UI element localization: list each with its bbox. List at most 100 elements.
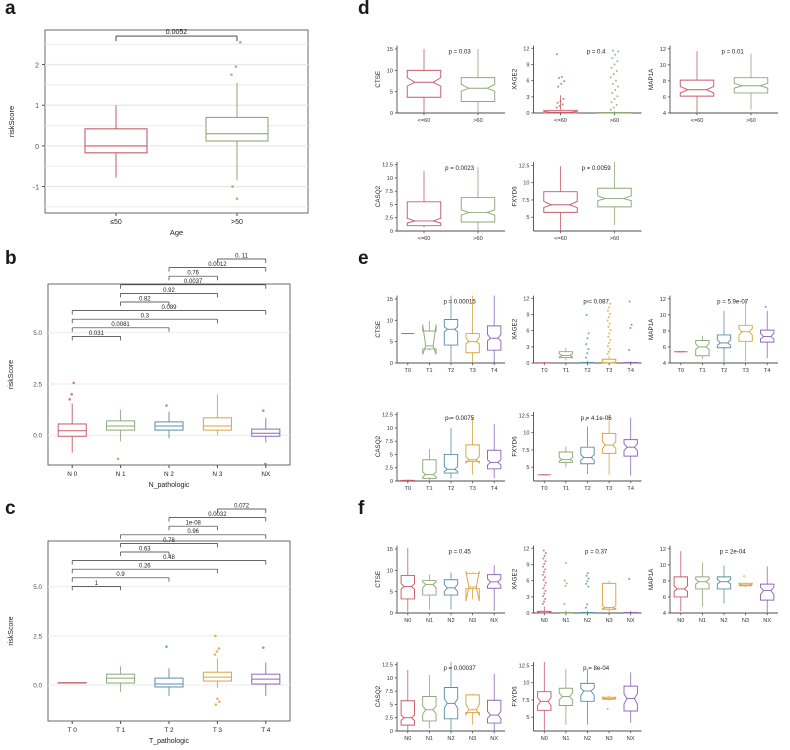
- svg-text:T0: T0: [541, 486, 548, 492]
- svg-text:7.5: 7.5: [385, 439, 393, 445]
- svg-text:4: 4: [663, 361, 666, 367]
- svg-text:5: 5: [526, 465, 529, 471]
- svg-text:7.5: 7.5: [385, 189, 393, 195]
- svg-text:N1: N1: [562, 618, 569, 624]
- svg-text:15: 15: [387, 47, 393, 53]
- svg-text:0.031: 0.031: [89, 331, 105, 337]
- svg-text:10: 10: [387, 568, 393, 574]
- svg-text:T1: T1: [563, 486, 570, 492]
- svg-text:riskScore: riskScore: [7, 106, 16, 137]
- svg-text:NX: NX: [763, 618, 771, 624]
- svg-text:T2: T2: [448, 368, 455, 374]
- svg-text:12: 12: [523, 546, 529, 552]
- svg-text:12.5: 12.5: [382, 163, 393, 169]
- svg-text:0.9: 0.9: [116, 572, 125, 578]
- svg-text:MAP1A: MAP1A: [648, 568, 655, 590]
- svg-text:<=60: <=60: [691, 118, 704, 124]
- svg-text:N2: N2: [584, 736, 591, 742]
- svg-text:0. 11: 0. 11: [235, 253, 249, 259]
- svg-text:N2: N2: [447, 618, 454, 624]
- svg-text:NX: NX: [627, 618, 635, 624]
- svg-text:10: 10: [523, 431, 529, 437]
- svg-text:T3: T3: [606, 368, 613, 374]
- svg-text:MAP1A: MAP1A: [648, 68, 655, 90]
- svg-text:N 1: N 1: [116, 471, 126, 478]
- svg-text:N3: N3: [469, 618, 476, 624]
- svg-text:T 3: T 3: [213, 727, 223, 734]
- svg-text:p = 0.00015: p = 0.00015: [443, 299, 476, 306]
- svg-text:0: 0: [390, 729, 393, 735]
- svg-text:N3: N3: [469, 736, 476, 742]
- svg-text:>60: >60: [473, 236, 483, 242]
- svg-text:T4: T4: [491, 486, 498, 492]
- svg-text:2.5: 2.5: [33, 633, 42, 640]
- svg-text:N_pathologic: N_pathologic: [149, 482, 190, 489]
- svg-text:10: 10: [660, 313, 666, 319]
- svg-text:CASQ2: CASQ2: [375, 685, 382, 707]
- svg-text:10: 10: [660, 63, 666, 69]
- svg-text:10: 10: [523, 681, 529, 687]
- svg-text:12: 12: [660, 547, 666, 553]
- svg-text:3: 3: [526, 345, 529, 351]
- svg-text:6: 6: [663, 595, 666, 601]
- svg-text:T1: T1: [426, 486, 433, 492]
- svg-text:0.76: 0.76: [187, 271, 199, 277]
- svg-text:<=60: <=60: [418, 236, 431, 242]
- svg-text:T0: T0: [405, 368, 412, 374]
- svg-text:7.5: 7.5: [385, 689, 393, 695]
- svg-text:p = 0.00037: p = 0.00037: [443, 665, 476, 672]
- svg-text:N0: N0: [404, 736, 411, 742]
- svg-text:0: 0: [390, 111, 393, 117]
- svg-text:12: 12: [660, 47, 666, 53]
- svg-text:<=60: <=60: [554, 236, 567, 242]
- svg-text:>60: >60: [746, 118, 756, 124]
- svg-text:0.63: 0.63: [139, 546, 151, 552]
- svg-text:NX: NX: [261, 471, 271, 478]
- svg-text:p = 0.0075: p = 0.0075: [445, 415, 475, 422]
- svg-text:6: 6: [526, 79, 529, 85]
- svg-text:NX: NX: [490, 736, 498, 742]
- svg-text:12.5: 12.5: [382, 413, 393, 419]
- svg-text:>60: >60: [610, 236, 620, 242]
- svg-text:0: 0: [390, 361, 393, 367]
- svg-text:0: 0: [35, 144, 39, 151]
- svg-text:9: 9: [526, 62, 529, 68]
- svg-text:5: 5: [390, 452, 393, 458]
- svg-text:p = 2e-04: p = 2e-04: [720, 549, 747, 556]
- svg-text:2.5: 2.5: [385, 216, 393, 222]
- svg-text:12: 12: [660, 297, 666, 303]
- svg-text:NX: NX: [490, 618, 498, 624]
- svg-text:N0: N0: [541, 736, 548, 742]
- svg-text:p = 4.1e-06: p = 4.1e-06: [581, 415, 613, 422]
- svg-text:T1: T1: [699, 368, 706, 374]
- svg-text:CTSE: CTSE: [375, 71, 382, 88]
- svg-text:4: 4: [663, 611, 666, 617]
- svg-text:12: 12: [523, 296, 529, 302]
- svg-text:5.0: 5.0: [33, 584, 42, 591]
- svg-text:N 3: N 3: [212, 471, 222, 478]
- svg-text:FXYD6: FXYD6: [512, 186, 519, 207]
- svg-text:0: 0: [390, 611, 393, 617]
- svg-text:10: 10: [523, 181, 529, 187]
- svg-text:6: 6: [526, 329, 529, 335]
- svg-text:N2: N2: [447, 736, 454, 742]
- svg-text:<=60: <=60: [554, 118, 567, 124]
- svg-text:>60: >60: [473, 118, 483, 124]
- svg-text:p = 0.087: p = 0.087: [583, 299, 609, 306]
- svg-text:T3: T3: [606, 486, 613, 492]
- svg-text:0.78: 0.78: [163, 538, 175, 544]
- svg-text:T2: T2: [448, 486, 455, 492]
- svg-text:10: 10: [387, 318, 393, 324]
- svg-text:N3: N3: [606, 736, 613, 742]
- svg-text:FXYD6: FXYD6: [512, 686, 519, 707]
- svg-text:0.96: 0.96: [187, 529, 199, 535]
- svg-text:>50: >50: [231, 219, 243, 226]
- svg-text:N3: N3: [742, 618, 749, 624]
- svg-text:N2: N2: [720, 618, 727, 624]
- svg-text:10: 10: [387, 676, 393, 682]
- svg-text:p = 0.01: p = 0.01: [722, 49, 745, 56]
- svg-text:10: 10: [387, 68, 393, 74]
- svg-text:T 2: T 2: [164, 727, 174, 734]
- svg-text:XAGE2: XAGE2: [512, 68, 519, 89]
- svg-text:0: 0: [526, 111, 529, 117]
